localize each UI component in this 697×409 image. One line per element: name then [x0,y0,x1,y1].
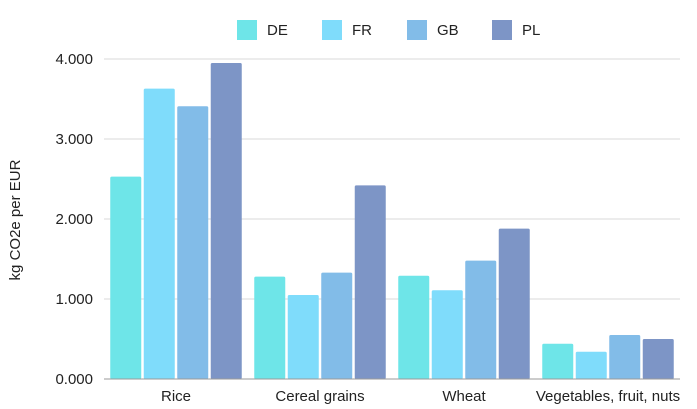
legend-swatch-pl [492,20,512,40]
category-label: Rice [161,388,191,405]
category-label: Vegetables, fruit, nuts [536,388,680,405]
bar-gb-0 [177,106,209,379]
bar-gb-1 [321,272,353,379]
category-label: Cereal grains [275,388,364,405]
y-tick-label: 0.000 [55,371,93,388]
legend-label-fr: FR [352,22,372,39]
bar-pl-1 [354,185,386,379]
bar-pl-2 [498,228,530,379]
bars [110,63,674,379]
bar-fr-0 [143,88,175,379]
y-axis-ticks: 0.000 1.000 2.000 3.000 4.000 [55,51,93,388]
legend-label-de: DE [267,22,288,39]
legend: DE FR GB PL [237,20,540,40]
legend-swatch-fr [322,20,342,40]
bar-de-1 [254,276,286,379]
y-tick-label: 4.000 [55,51,93,68]
bar-de-3 [542,343,574,379]
bar-pl-3 [642,339,674,379]
bar-pl-0 [210,63,242,379]
y-tick-label: 3.000 [55,131,93,148]
x-axis-categories: Rice Cereal grains Wheat Vegetables, fruit,… [161,388,680,405]
category-label: Wheat [442,388,486,405]
bar-fr-2 [431,290,463,379]
y-axis-title: kg CO2e per EUR [7,159,24,280]
legend-label-gb: GB [437,22,459,39]
bar-fr-3 [575,351,607,379]
y-tick-label: 1.000 [55,291,93,308]
bar-fr-1 [287,295,319,379]
bar-gb-3 [609,335,641,379]
bar-de-0 [110,176,142,379]
legend-label-pl: PL [522,22,540,39]
legend-swatch-de [237,20,257,40]
legend-swatch-gb [407,20,427,40]
bar-gb-2 [465,260,497,379]
bar-de-2 [398,275,430,379]
y-tick-label: 2.000 [55,211,93,228]
